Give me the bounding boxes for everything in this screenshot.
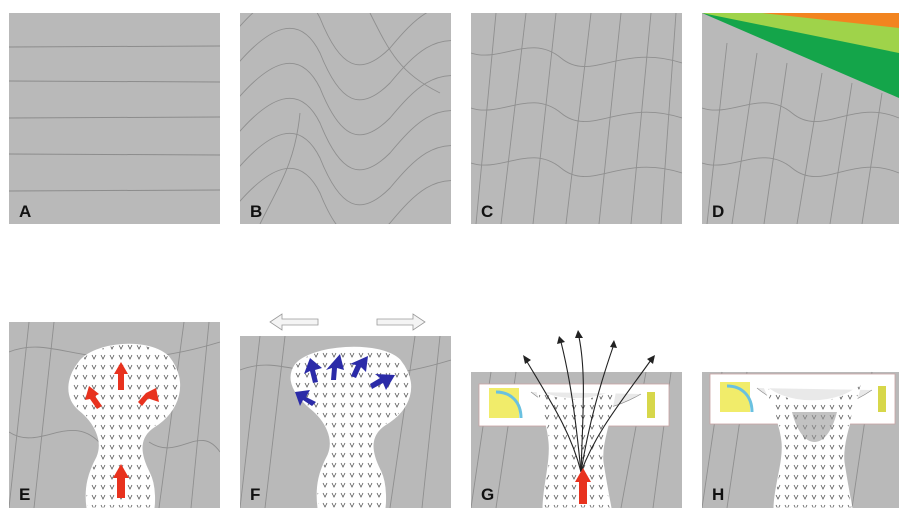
background-band <box>0 230 899 300</box>
panel-label-a: A <box>19 202 32 221</box>
panel-label-f: F <box>250 485 261 504</box>
deformed-layers <box>9 322 220 508</box>
panel-h-graphic <box>702 371 899 508</box>
collapse-zone <box>792 412 837 442</box>
panel-d-graphic <box>702 13 899 224</box>
panel-c-graphic <box>471 13 682 224</box>
panel-a: A <box>9 13 220 224</box>
panel-label-e: E <box>19 485 31 504</box>
panel-label-d: D <box>712 202 725 221</box>
panel-g: G <box>471 322 682 508</box>
panel-label-c: C <box>481 202 494 221</box>
layer-lightgreen <box>702 13 899 53</box>
faulted-layers <box>471 13 682 224</box>
panel-b: B <box>240 13 451 224</box>
panel-f-graphic <box>240 313 451 508</box>
panel-b-graphic <box>240 13 451 224</box>
extension-arrows <box>269 313 426 331</box>
panel-label-b: B <box>250 202 263 221</box>
panel-label-h: H <box>712 485 725 504</box>
panel-e-graphic <box>9 322 220 508</box>
panel-e: E <box>9 322 220 508</box>
panel-h: H <box>702 322 899 508</box>
salt-diapir <box>68 343 181 508</box>
escape-arrows <box>525 336 652 473</box>
salt-diapir <box>761 381 863 508</box>
panel-c: C <box>471 13 682 224</box>
folded-layers <box>240 13 451 224</box>
salt-diapir <box>535 386 617 508</box>
inset-colorbar <box>647 392 655 418</box>
panel-d: D <box>702 13 899 224</box>
salt-diapir <box>290 346 412 508</box>
panel-f: F <box>240 310 451 508</box>
outward-arrows <box>85 362 159 498</box>
horizontal-layers <box>9 45 220 192</box>
rock-background <box>9 13 220 224</box>
inward-arrows <box>295 354 395 406</box>
panel-g-graphic <box>471 330 682 508</box>
layer-orange <box>762 13 899 28</box>
panel-a-graphic <box>9 13 220 224</box>
push-arrow <box>575 468 591 504</box>
panel-label-g: G <box>481 485 495 504</box>
faulted-layers <box>702 42 899 224</box>
